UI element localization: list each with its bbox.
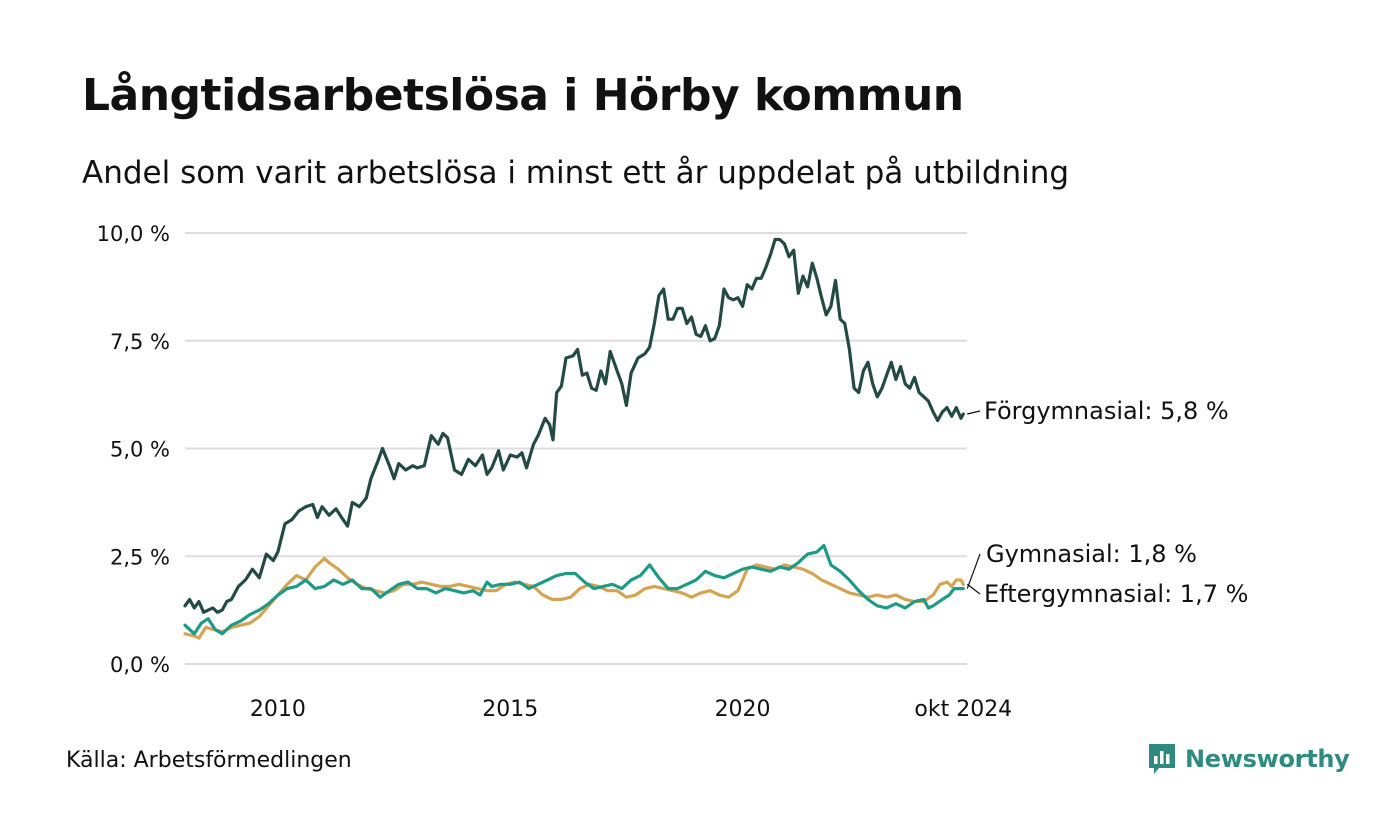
x-tick-label: okt 2024 xyxy=(914,697,1012,720)
x-axis-ticks: 2010 2015 2020 okt 2024 xyxy=(250,697,1012,720)
y-axis-ticks: 0,0 % 2,5 % 5,0 % 7,5 % 10,0 % xyxy=(97,222,170,677)
series-end-labels: Förgymnasial: 5,8 % Gymnasial: 1,8 % Efter… xyxy=(966,397,1248,608)
end-label-eftergymnasial: Eftergymnasial: 1,7 % xyxy=(984,580,1248,608)
source-note: Källa: Arbetsförmedlingen xyxy=(66,748,352,773)
grid-lines xyxy=(185,232,967,665)
newsworthy-logo-icon xyxy=(1149,744,1175,774)
y-tick-label: 0,0 % xyxy=(110,653,170,677)
x-tick-label: 2020 xyxy=(715,697,771,720)
series-line-förgymnasial xyxy=(183,237,965,614)
y-tick-label: 2,5 % xyxy=(110,545,170,569)
series-lines xyxy=(183,237,965,640)
x-tick-label: 2010 xyxy=(250,697,306,720)
series-line-eftergymnasial xyxy=(183,556,965,640)
chart-title: Långtidsarbetslösa i Hörby kommun xyxy=(82,70,964,121)
end-label-förgymnasial: Förgymnasial: 5,8 % xyxy=(984,397,1229,425)
label-leader-line xyxy=(966,583,981,595)
y-tick-label: 5,0 % xyxy=(110,438,170,462)
chart-subtitle: Andel som varit arbetslösa i minst ett å… xyxy=(82,155,1070,191)
x-tick-label: 2015 xyxy=(482,697,538,720)
y-tick-label: 7,5 % xyxy=(110,330,170,354)
series-line-gymnasial xyxy=(183,543,965,636)
line-chart: 0,0 % 2,5 % 5,0 % 7,5 % 10,0 % 2010 2015 2020 o… xyxy=(97,222,1249,720)
label-leader-line xyxy=(967,410,981,415)
brand-logo: Newsworthy xyxy=(1147,742,1350,776)
brand-name: Newsworthy xyxy=(1185,745,1350,773)
y-tick-label: 10,0 % xyxy=(97,222,170,246)
end-label-gymnasial: Gymnasial: 1,8 % xyxy=(986,540,1197,568)
label-leader-line xyxy=(966,553,981,589)
